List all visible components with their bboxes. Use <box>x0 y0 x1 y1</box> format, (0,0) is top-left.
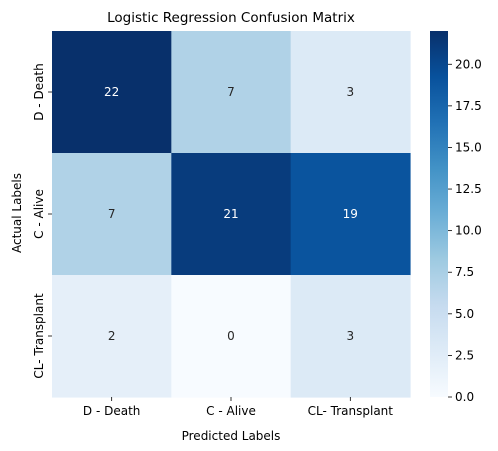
heatmap-cell <box>52 153 172 276</box>
colorbar-tick-label: 0.0 <box>455 390 474 404</box>
cell-value-label: 2 <box>108 329 116 343</box>
y-tick-label: C - Alive <box>32 189 46 239</box>
cell-value-label: 21 <box>223 207 238 221</box>
heatmap-cell <box>171 153 292 276</box>
cell-value-label: 22 <box>104 85 119 99</box>
x-axis-label: Predicted Labels <box>182 429 281 443</box>
chart-title: Logistic Regression Confusion Matrix <box>107 10 355 26</box>
colorbar-tick-label: 17.5 <box>455 99 482 113</box>
cell-value-label: 7 <box>108 207 116 221</box>
colorbar-tick-label: 12.5 <box>455 182 482 196</box>
heatmap-cell <box>171 275 292 398</box>
colorbar-tick-label: 5.0 <box>455 307 474 321</box>
colorbar: 0.0 2.5 5.0 7.5 10.0 12.5 15.0 17.5 20.0 <box>430 31 482 404</box>
colorbar-tick-label: 10.0 <box>455 224 482 238</box>
x-tick-label: D - Death <box>83 404 141 418</box>
heatmap-cell <box>171 31 292 154</box>
cell-value-label: 3 <box>346 85 354 99</box>
x-tick-label: CL- Transplant <box>308 404 394 418</box>
colorbar-gradient <box>430 31 448 397</box>
cell-value-label: 0 <box>227 329 235 343</box>
colorbar-tick-label: 7.5 <box>455 265 474 279</box>
heatmap-cell <box>290 275 411 398</box>
heatmap-cell <box>52 31 172 154</box>
heatmap-cells <box>52 31 411 398</box>
cell-value-label: 3 <box>346 329 354 343</box>
cell-value-label: 7 <box>227 85 235 99</box>
x-axis-ticks: D - Death C - Alive CL- Transplant <box>83 397 393 418</box>
y-tick-label: CL- Transplant <box>32 293 46 379</box>
y-tick-label: D - Death <box>32 63 46 121</box>
heatmap-cell <box>52 275 172 398</box>
cell-value-labels: 22 7 3 7 21 19 2 0 3 <box>104 85 358 343</box>
colorbar-tick-label: 15.0 <box>455 140 482 154</box>
colorbar-tick-label: 20.0 <box>455 57 482 71</box>
y-axis-ticks: D - Death C - Alive CL- Transplant <box>32 63 52 379</box>
colorbar-tick-label: 2.5 <box>455 348 474 362</box>
heatmap-cell <box>290 31 411 154</box>
y-axis-label: Actual Labels <box>10 173 24 253</box>
heatmap-cell <box>290 153 411 276</box>
x-tick-label: C - Alive <box>206 404 256 418</box>
cell-value-label: 19 <box>343 207 358 221</box>
